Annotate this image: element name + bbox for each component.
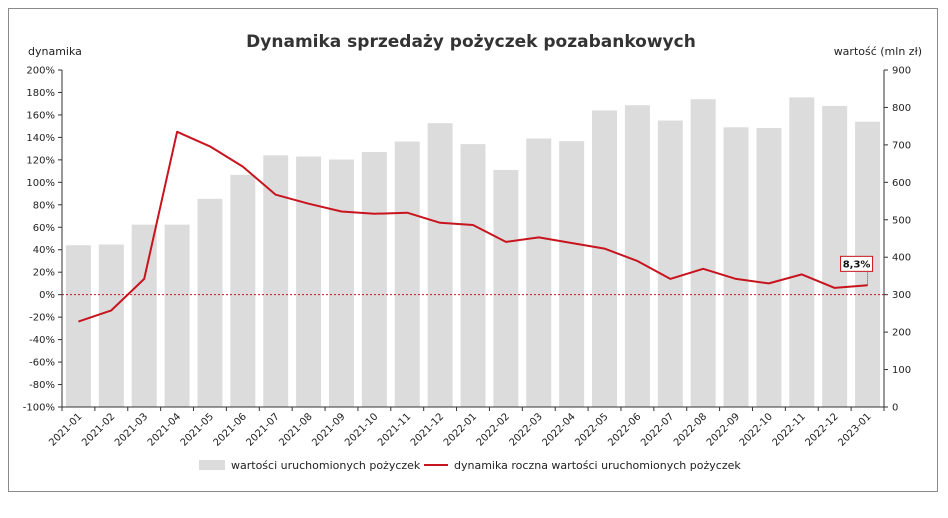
bar bbox=[65, 245, 91, 407]
x-tick-label: 2022-10 bbox=[738, 411, 775, 448]
x-tick-label: 2021-01 bbox=[47, 411, 84, 448]
bar bbox=[690, 99, 716, 407]
bar bbox=[328, 159, 354, 407]
y-left-tick-label: 160% bbox=[26, 110, 55, 121]
bar bbox=[197, 198, 223, 407]
line-series: 8,3% bbox=[62, 130, 884, 323]
x-tick-label: 2022-08 bbox=[672, 411, 709, 448]
y-right-tick-label: 100 bbox=[892, 365, 911, 376]
callout-label: 8,3% bbox=[843, 259, 871, 270]
x-tick-label: 2023-01 bbox=[836, 411, 873, 448]
y-right-tick-label: 300 bbox=[892, 290, 911, 301]
x-tick-label: 2021-03 bbox=[113, 411, 150, 448]
x-tick-label: 2021-06 bbox=[212, 411, 249, 448]
y-right-tick-label: 600 bbox=[892, 178, 911, 189]
x-tick-label: 2021-11 bbox=[376, 411, 413, 448]
x-tick-label: 2022-05 bbox=[573, 411, 610, 448]
y-left-tick-label: -40% bbox=[29, 335, 55, 346]
x-tick-label: 2021-04 bbox=[146, 411, 183, 448]
y-right-tick-label: 500 bbox=[892, 215, 911, 226]
bar bbox=[131, 224, 157, 407]
bar bbox=[361, 152, 387, 407]
legend-line-label: dynamika roczna wartości uruchomionych p… bbox=[454, 459, 741, 472]
y-right-tick-label: 0 bbox=[892, 403, 898, 414]
y-right-tick-label: 800 bbox=[892, 103, 911, 114]
y-left-tick-label: -80% bbox=[29, 380, 55, 391]
x-tick-label: 2022-09 bbox=[705, 411, 742, 448]
bar bbox=[230, 174, 256, 407]
bar bbox=[526, 138, 552, 408]
bar bbox=[296, 156, 322, 407]
bar bbox=[723, 127, 749, 407]
bar bbox=[427, 123, 453, 407]
x-tick-label: 2022-11 bbox=[771, 411, 808, 448]
y-left-tick-label: 20% bbox=[33, 268, 55, 279]
y-left-tick-label: 120% bbox=[26, 155, 55, 166]
x-tick-label: 2022-01 bbox=[442, 411, 479, 448]
x-tick-label: 2021-10 bbox=[343, 411, 380, 448]
y-left-tick-label: 40% bbox=[33, 245, 55, 256]
x-tick-label: 2021-08 bbox=[277, 411, 314, 448]
legend-bar-swatch bbox=[199, 460, 225, 470]
x-tick-label: 2022-02 bbox=[475, 411, 512, 448]
legend-bar-label: wartości uruchomionych pożyczek bbox=[231, 459, 421, 472]
x-tick-label: 2021-12 bbox=[409, 411, 446, 448]
x-tick-label: 2021-05 bbox=[179, 411, 216, 448]
bar bbox=[263, 155, 289, 407]
bar bbox=[98, 244, 124, 407]
y-left-tick-label: 180% bbox=[26, 88, 55, 99]
callout-box bbox=[840, 255, 874, 272]
y-right-tick-label: 200 bbox=[892, 328, 911, 339]
y-left-tick-label: -100% bbox=[23, 403, 55, 414]
bar bbox=[164, 224, 190, 407]
x-tick-label: 2021-07 bbox=[245, 411, 282, 448]
y-right-tick-label: 700 bbox=[892, 140, 911, 151]
x-tick-label: 2022-04 bbox=[540, 411, 577, 448]
bar bbox=[789, 97, 815, 407]
bar bbox=[493, 169, 519, 407]
y-left-tick-label: 80% bbox=[33, 200, 55, 211]
bar bbox=[460, 144, 486, 407]
y-left-tick-label: -20% bbox=[29, 313, 55, 324]
x-tick-label: 2022-12 bbox=[803, 411, 840, 448]
chart-title: Dynamika sprzedaży pożyczek pozabankowyc… bbox=[246, 32, 696, 52]
bar bbox=[657, 120, 683, 408]
y-left-tick-label: -60% bbox=[29, 358, 55, 369]
bar bbox=[394, 141, 420, 407]
y-left-tick-label: 100% bbox=[26, 178, 55, 189]
y-right-axis-title: wartość (mln zł) bbox=[834, 45, 922, 58]
x-tick-label: 2021-02 bbox=[80, 411, 117, 448]
x-tick-label: 2021-09 bbox=[310, 411, 347, 448]
x-tick-label: 2022-06 bbox=[606, 411, 643, 448]
dynamics-line bbox=[78, 130, 868, 323]
y-left-axis-title: dynamika bbox=[28, 45, 82, 58]
bar bbox=[592, 110, 618, 407]
bar bbox=[624, 105, 650, 407]
bar-series bbox=[65, 97, 881, 408]
y-left-tick-label: 200% bbox=[26, 66, 55, 77]
legend: wartości uruchomionych pożyczek dynamika… bbox=[199, 459, 741, 472]
y-left-tick-label: 140% bbox=[26, 133, 55, 144]
bar bbox=[756, 128, 782, 408]
y-left-tick-label: 0% bbox=[39, 290, 55, 301]
bar bbox=[559, 141, 585, 407]
x-tick-label: 2022-07 bbox=[639, 411, 676, 448]
y-right-tick-label: 900 bbox=[892, 66, 911, 77]
y-left-tick-label: 60% bbox=[33, 223, 55, 234]
y-right-tick-label: 400 bbox=[892, 253, 911, 264]
x-tick-label: 2022-03 bbox=[508, 411, 545, 448]
